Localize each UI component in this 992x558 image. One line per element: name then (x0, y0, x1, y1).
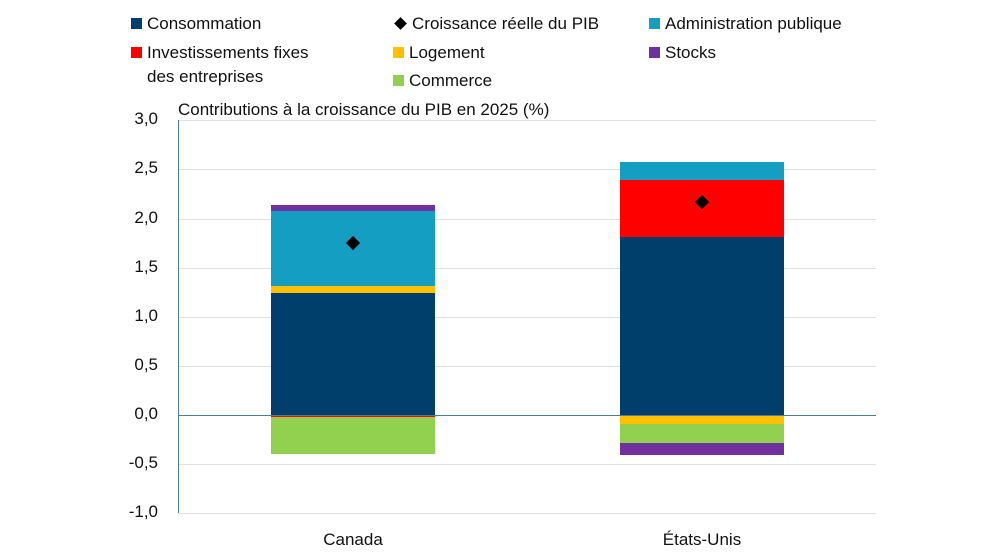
chart-title: Contributions à la croissance du PIB en … (178, 100, 550, 119)
y-tick-label: 2,0 (134, 207, 158, 227)
bar-segment (620, 415, 784, 424)
legend-investissements-line2: des entreprises (147, 67, 264, 86)
swatch-icon (649, 47, 660, 58)
bar-segment (620, 237, 784, 415)
x-tick-label: États-Unis (662, 530, 742, 549)
gridline (178, 513, 876, 515)
gridline (178, 267, 876, 269)
x-axis (178, 415, 876, 416)
bar-segment (620, 161, 784, 181)
gridline (178, 316, 876, 318)
y-tick-label: 1,0 (134, 305, 158, 325)
x-tick-label: Canada (323, 530, 383, 549)
y-tick-label: -1,0 (128, 502, 158, 522)
gridline (178, 120, 876, 122)
y-tick-label: 1,5 (134, 256, 158, 276)
gridline (178, 464, 876, 466)
legend-stocks: Stocks (649, 43, 716, 63)
swatch-icon (393, 75, 404, 86)
legend-investissements: Investissements fixes (131, 43, 309, 63)
bar-segment (620, 443, 784, 456)
y-tick-label: 3,0 (134, 109, 158, 129)
bar-segment (620, 423, 784, 444)
gridline (178, 365, 876, 367)
bar-segment (271, 416, 435, 455)
legend-administration: Administration publique (649, 14, 842, 34)
bar-segment (271, 293, 435, 415)
gridline (178, 218, 876, 220)
legend-logement: Logement (393, 43, 485, 63)
y-axis (178, 120, 179, 513)
y-tick-label: -0,5 (128, 453, 158, 473)
bar-segment (271, 286, 435, 294)
swatch-icon (131, 47, 142, 58)
swatch-icon (131, 18, 142, 29)
y-tick-label: 0,0 (134, 404, 158, 423)
gridline (178, 169, 876, 171)
swatch-icon (649, 18, 660, 29)
swatch-icon (393, 47, 404, 58)
bar-segment (271, 204, 435, 211)
legend-commerce: Commerce (393, 71, 492, 91)
legend-consommation: Consommation (131, 14, 261, 34)
diamond-icon (394, 17, 407, 30)
y-tick-label: 0,5 (134, 354, 158, 374)
y-tick-label: 2,5 (134, 158, 158, 178)
legend-croissance: Croissance réelle du PIB (393, 14, 599, 34)
